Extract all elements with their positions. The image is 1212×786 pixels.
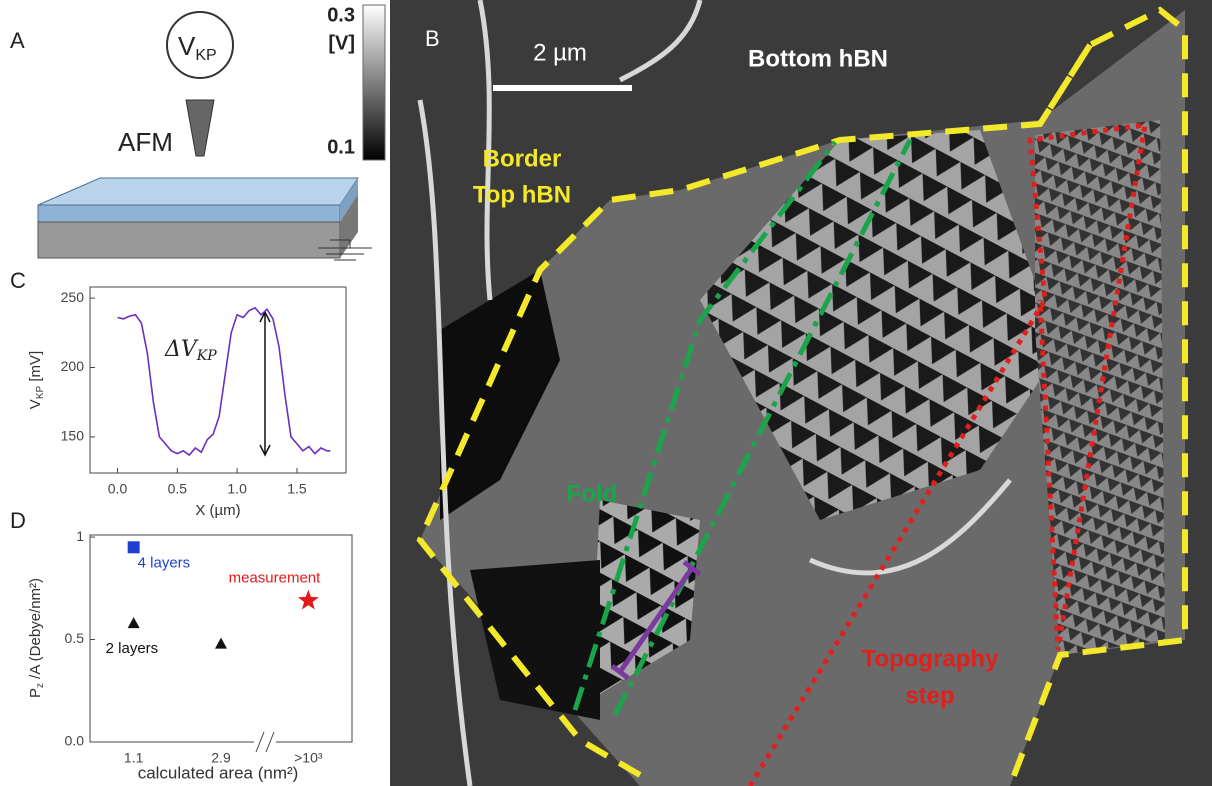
sample-top — [38, 178, 358, 205]
x-tick-label: 1.0 — [227, 481, 247, 497]
square-marker — [128, 541, 140, 553]
y-tick-label: 250 — [61, 289, 85, 305]
probe-v: V — [178, 31, 196, 61]
region-label: Top hBN — [473, 181, 571, 208]
triangle-marker — [128, 617, 140, 628]
y-axis-label-unit: /A (Debye/nm²) — [27, 578, 44, 683]
afm-tip — [186, 100, 214, 156]
region-label: Fold — [567, 480, 618, 507]
annotation-arrow — [260, 312, 270, 455]
series-label: 4 layers — [138, 554, 191, 571]
colorbar-min: 0.1 — [327, 136, 355, 158]
y-tick-label: 200 — [61, 358, 85, 374]
series-label: 2 layers — [106, 640, 159, 657]
y-axis-label-main: P — [27, 688, 44, 698]
colorbar-max: 0.3 — [327, 4, 355, 26]
triangle-marker — [215, 638, 227, 649]
y-tick-label: 0.0 — [65, 733, 85, 749]
annotation: ΔVKP — [164, 337, 217, 364]
sample-layer — [38, 205, 340, 222]
panel-label: A — [10, 28, 25, 53]
annotation-sub: KP — [196, 348, 217, 364]
kpfm-image — [390, 0, 1212, 786]
x-axis-label: X (µm) — [195, 502, 240, 519]
colorbar — [363, 5, 385, 160]
panel-label: D — [10, 508, 26, 533]
y-axis-label: Pz /A (Debye/nm²) — [27, 578, 46, 698]
region-label: Border — [483, 145, 562, 172]
x-tick-label: 1.1 — [124, 750, 144, 766]
y-axis-label-sub: KP — [35, 386, 46, 400]
y-axis-label-main: V — [27, 399, 44, 409]
probe-sub: KP — [195, 47, 216, 64]
y-tick-label: 150 — [61, 428, 85, 444]
y-axis-label: VKP [mV] — [27, 351, 46, 409]
substrate — [38, 222, 340, 258]
x-tick-label: 0.0 — [108, 481, 128, 497]
profile-line — [118, 308, 331, 455]
y-tick-label: 1 — [76, 528, 84, 544]
y-tick-label: 0.5 — [65, 630, 85, 646]
star-marker — [298, 590, 319, 610]
afm-label: AFM — [118, 127, 173, 157]
x-axis-label: calculated area (nm²) — [138, 763, 299, 782]
x-tick-label: >10³ — [294, 750, 323, 766]
region-label: step — [905, 682, 954, 709]
panel-label: B — [425, 26, 440, 51]
x-tick-label: 1.5 — [287, 481, 307, 497]
annotation-main: ΔV — [164, 337, 199, 362]
colorbar-unit: [V] — [328, 32, 355, 54]
x-tick-label: 2.9 — [211, 750, 231, 766]
probe-circle — [167, 12, 233, 78]
scale-label: 2 µm — [533, 39, 587, 66]
region-label: Bottom hBN — [748, 45, 888, 72]
figure: A VKP AFM 0.3 [V] 0.1 B 2 µm — [0, 0, 1212, 786]
series-label: measurement — [229, 570, 322, 587]
y-axis-label-unit: [mV] — [27, 351, 44, 386]
x-tick-label: 0.5 — [168, 481, 188, 497]
panel-label: C — [10, 268, 26, 293]
plot-frame — [90, 287, 346, 473]
region-label: Topography — [862, 645, 1000, 672]
